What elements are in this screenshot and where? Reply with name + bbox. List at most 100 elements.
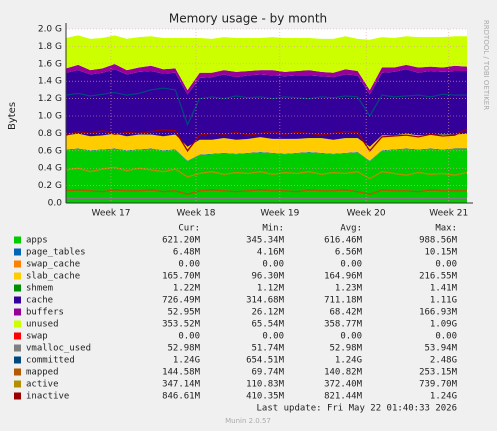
- x-tick-label: Week 19: [260, 209, 299, 219]
- legend-label: swap_cache: [26, 260, 80, 270]
- stat-value: 69.74M: [251, 368, 284, 378]
- stat-value: 253.15M: [419, 368, 458, 378]
- y-tick-label: 1.4 G: [38, 77, 62, 87]
- stat-value: 1.24G: [173, 356, 200, 366]
- line: [65, 166, 468, 180]
- area: [66, 149, 467, 203]
- stat-value: 166.93M: [419, 308, 458, 318]
- legend-label: inactive: [26, 392, 69, 402]
- stat-value: 726.49M: [162, 296, 201, 306]
- legend-swatch: [14, 296, 21, 304]
- stat-value: 96.30M: [251, 272, 284, 282]
- legend-label: page_tables: [26, 248, 86, 258]
- legend-swatch: [14, 368, 21, 376]
- stat-value: 0.00: [178, 260, 200, 270]
- stat-value: 711.18M: [324, 296, 363, 306]
- stat-header: Max:: [435, 224, 457, 234]
- stat-value: 621.20M: [162, 236, 201, 246]
- legend-swatch: [14, 332, 21, 340]
- stat-value: 6.48M: [173, 248, 201, 258]
- stat-value: 0.00: [178, 332, 200, 342]
- area: [66, 35, 467, 91]
- stat-value: 51.74M: [251, 344, 284, 354]
- stat-header: Cur:: [178, 224, 200, 234]
- legend-swatch: [14, 308, 21, 316]
- area: [66, 64, 467, 95]
- legend-swatch: [14, 248, 21, 256]
- stat-value: 353.52M: [162, 320, 201, 330]
- stat-value: 26.12M: [251, 308, 284, 318]
- stat-value: 616.46M: [324, 236, 363, 246]
- stat-value: 53.94M: [424, 344, 457, 354]
- stat-value: 1.24G: [430, 392, 457, 402]
- legend-label: committed: [26, 356, 75, 366]
- stat-value: 1.11G: [430, 296, 457, 306]
- stat-value: 52.98M: [329, 344, 362, 354]
- stat-value: 846.61M: [162, 392, 201, 402]
- stat-value: 1.24G: [335, 356, 362, 366]
- stat-value: 654.51M: [246, 356, 285, 366]
- stat-value: 2.48G: [430, 356, 457, 366]
- stat-value: 372.40M: [324, 380, 363, 390]
- stat-header: Min:: [262, 224, 284, 234]
- stat-value: 1.12M: [257, 284, 285, 294]
- stat-value: 4.16M: [257, 248, 285, 258]
- legend-swatch: [14, 392, 21, 400]
- y-tick-label: 0.8 G: [38, 129, 62, 139]
- legend-label: vmalloc_used: [26, 344, 91, 354]
- stat-value: 314.68M: [246, 296, 285, 306]
- stat-value: 0.00: [435, 260, 457, 270]
- legend-label: unused: [26, 320, 59, 330]
- stat-value: 410.35M: [246, 392, 285, 402]
- y-tick-label: 1.6 G: [38, 59, 62, 69]
- stat-value: 739.70M: [419, 380, 458, 390]
- stat-value: 1.22M: [173, 284, 201, 294]
- stat-value: 52.98M: [167, 344, 200, 354]
- stat-value: 345.34M: [246, 236, 285, 246]
- line: [65, 87, 467, 127]
- legend-swatch: [14, 320, 21, 328]
- y-tick-label: 0.6 G: [38, 146, 62, 156]
- stat-value: 144.58M: [162, 368, 201, 378]
- y-tick-label: 1.2 G: [38, 94, 62, 104]
- y-tick-label: 0.0: [48, 199, 63, 209]
- stat-value: 0.00: [435, 332, 457, 342]
- footer: Munin 2.0.57: [225, 417, 271, 425]
- legend-swatch: [14, 236, 21, 244]
- y-tick-label: 2.0 G: [38, 25, 62, 35]
- y-tick-label: 0.4 G: [38, 164, 62, 174]
- stat-value: 164.96M: [324, 272, 363, 282]
- stat-value: 140.82M: [324, 368, 363, 378]
- stat-value: 65.54M: [251, 320, 284, 330]
- stat-value: 0.00: [340, 332, 362, 342]
- last-update: Last update: Fri May 22 01:40:33 2026: [257, 404, 457, 414]
- legend-label: slab_cache: [26, 272, 80, 282]
- legend-label: buffers: [26, 308, 64, 318]
- stat-value: 0.00: [262, 332, 284, 342]
- x-tick-label: Week 21: [429, 209, 468, 219]
- line: [65, 128, 468, 152]
- stat-value: 110.83M: [246, 380, 285, 390]
- y-tick-label: 0.2 G: [38, 181, 62, 191]
- chart-title: Memory usage - by month: [169, 12, 327, 26]
- legend-label: cache: [26, 296, 53, 306]
- stat-value: 216.55M: [419, 272, 458, 282]
- legend-label: apps: [26, 236, 48, 246]
- side-text: RRDTOOL / TOBI OETIKER: [482, 20, 490, 110]
- stat-value: 0.00: [262, 260, 284, 270]
- stat-value: 988.56M: [419, 236, 458, 246]
- stat-value: 6.56M: [335, 248, 363, 258]
- legend-swatch: [14, 284, 21, 292]
- legend-label: shmem: [26, 284, 53, 294]
- legend-label: active: [26, 380, 59, 390]
- y-tick-label: 1.0 G: [38, 112, 62, 122]
- stat-value: 52.95M: [167, 308, 200, 318]
- area: [66, 133, 467, 161]
- y-axis-label: Bytes: [7, 102, 18, 130]
- stat-value: 10.15M: [424, 248, 457, 258]
- legend-swatch: [14, 380, 21, 388]
- line: [65, 189, 467, 195]
- x-tick-label: Week 18: [177, 209, 216, 219]
